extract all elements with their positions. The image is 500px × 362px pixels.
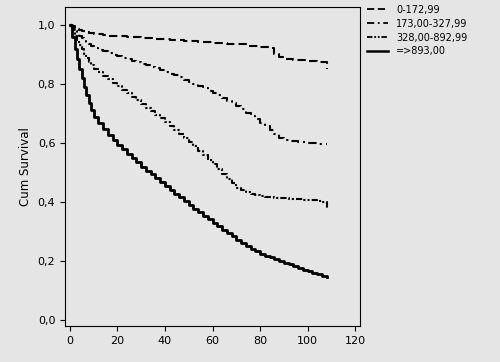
Y-axis label: Cum Survival: Cum Survival [19, 127, 32, 206]
Legend: 0-172,99, 173,00-327,99, 328,00-892,99, =>893,00: 0-172,99, 173,00-327,99, 328,00-892,99, … [363, 1, 472, 60]
